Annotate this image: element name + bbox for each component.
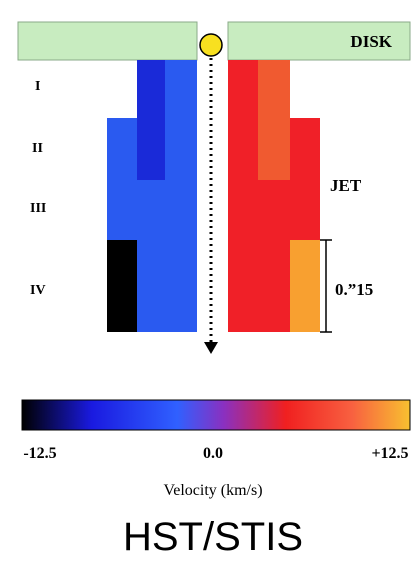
blueshifted-jet xyxy=(107,60,197,332)
caption: HST/STIS xyxy=(123,515,303,559)
disk-right xyxy=(227,21,411,61)
arrow-head xyxy=(204,342,218,354)
knot-label: III xyxy=(30,201,46,216)
knot-label: I xyxy=(35,79,40,94)
colorbar-label: +12.5 xyxy=(371,445,408,462)
colorbar-label: -12.5 xyxy=(23,445,56,462)
colorbar-label: 0.0 xyxy=(203,445,223,462)
redshifted-jet xyxy=(228,60,320,332)
colorbar-title: Velocity (km/s) xyxy=(163,482,262,499)
knot-label: II xyxy=(32,141,43,156)
jet-label: JET xyxy=(330,176,362,195)
scale-bar xyxy=(320,239,332,333)
star xyxy=(199,33,223,57)
colorbar xyxy=(21,399,411,431)
disk-label: DISK xyxy=(350,32,392,51)
disk-left xyxy=(17,21,198,61)
scale-label: 0.”15 xyxy=(335,280,373,299)
knot-label: IV xyxy=(30,283,46,298)
